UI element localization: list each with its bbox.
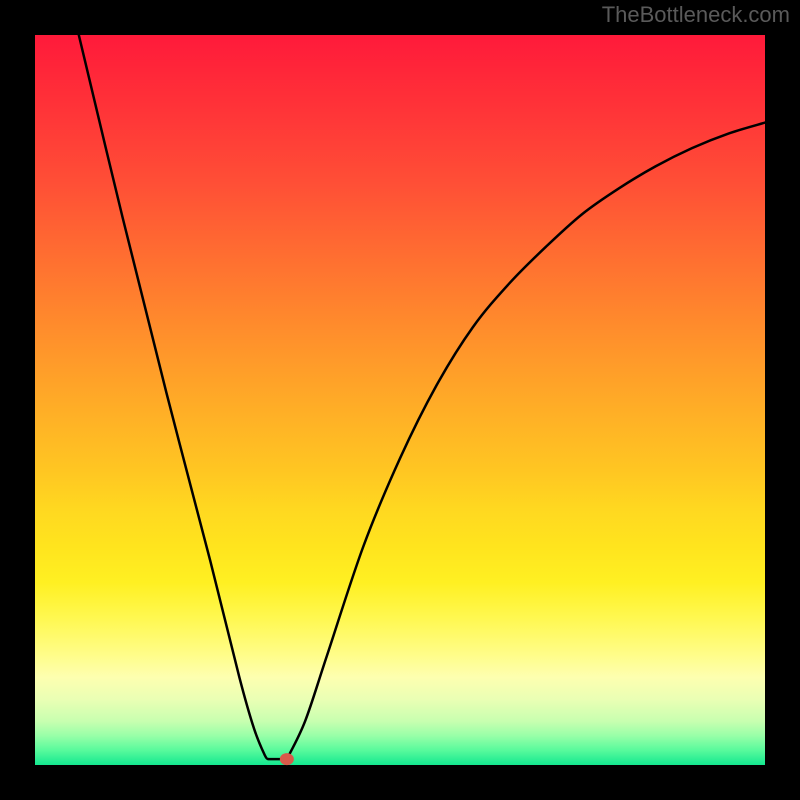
chart-container: TheBottleneck.com (0, 0, 800, 800)
bottleneck-chart (0, 0, 800, 800)
watermark-text: TheBottleneck.com (602, 2, 790, 28)
chart-background (35, 35, 765, 765)
minimum-marker (280, 753, 294, 765)
